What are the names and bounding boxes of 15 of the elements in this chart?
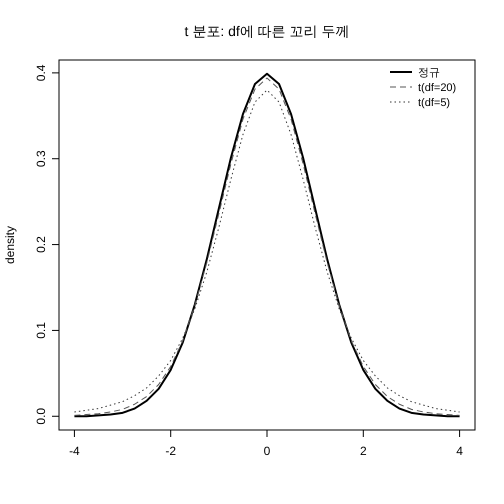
legend-label: t(df=5) xyxy=(418,97,450,109)
y-tick-label: 0.4 xyxy=(34,64,48,82)
y-axis-title: density xyxy=(3,226,17,264)
y-tick-label: 0.0 xyxy=(34,408,48,425)
legend-label: 정규 xyxy=(418,67,440,79)
legend-label: t(df=20) xyxy=(418,82,456,94)
y-tick-label: 0.2 xyxy=(34,236,48,253)
x-tick-label: 0 xyxy=(264,444,271,458)
x-tick-label: -4 xyxy=(69,444,80,458)
x-tick-label: -2 xyxy=(165,444,176,458)
y-tick-label: 0.1 xyxy=(34,322,48,339)
y-tick-label: 0.3 xyxy=(34,150,48,168)
chart-title: t 분포: df에 따른 꼬리 두께 xyxy=(184,23,350,39)
x-tick-label: 4 xyxy=(456,444,464,458)
x-tick-label: 2 xyxy=(360,444,367,458)
